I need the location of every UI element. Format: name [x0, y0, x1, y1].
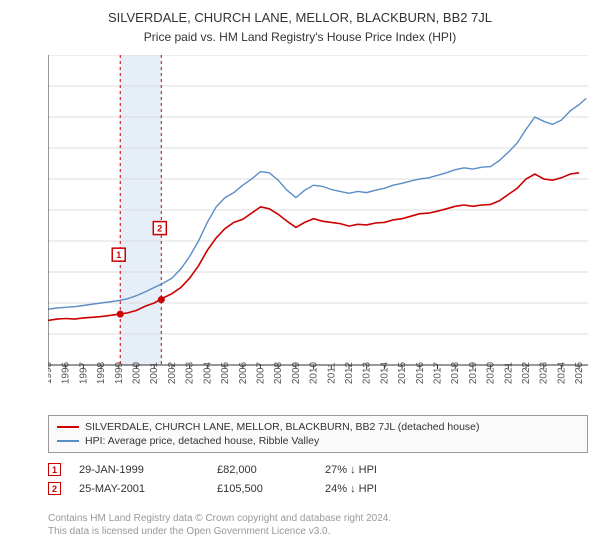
chart-svg: £0£50K£100K£150K£200K£250K£300K£350K£400… [48, 55, 588, 400]
sale-diff: 24% ↓ HPI [325, 483, 445, 495]
sale-row: 1 29-JAN-1999 £82,000 27% ↓ HPI [48, 460, 588, 479]
chart-subtitle: Price paid vs. HM Land Registry's House … [0, 27, 600, 50]
sale-diff: 27% ↓ HPI [325, 464, 445, 476]
legend-swatch [57, 440, 79, 442]
footer-line2: This data is licensed under the Open Gov… [48, 525, 588, 538]
legend-label: SILVERDALE, CHURCH LANE, MELLOR, BLACKBU… [85, 421, 480, 433]
sale-price: £105,500 [217, 483, 307, 495]
legend-row: HPI: Average price, detached house, Ribb… [57, 434, 579, 448]
sale-date: 25-MAY-2001 [79, 483, 199, 495]
marker-number: 1 [116, 250, 121, 260]
footer-line1: Contains HM Land Registry data © Crown c… [48, 512, 588, 525]
sale-marker: 2 [48, 482, 61, 495]
chart-title: SILVERDALE, CHURCH LANE, MELLOR, BLACKBU… [0, 0, 600, 27]
legend-label: HPI: Average price, detached house, Ribb… [85, 435, 319, 447]
sale-price: £82,000 [217, 464, 307, 476]
sale-row: 2 25-MAY-2001 £105,500 24% ↓ HPI [48, 479, 588, 498]
footer: Contains HM Land Registry data © Crown c… [48, 512, 588, 538]
legend: SILVERDALE, CHURCH LANE, MELLOR, BLACKBU… [48, 415, 588, 453]
sale-point [158, 296, 165, 303]
chart-container: SILVERDALE, CHURCH LANE, MELLOR, BLACKBU… [0, 0, 600, 560]
chart-area: £0£50K£100K£150K£200K£250K£300K£350K£400… [48, 55, 588, 400]
sale-marker: 1 [48, 463, 61, 476]
marker-number: 2 [157, 224, 162, 234]
legend-swatch [57, 426, 79, 428]
sale-date: 29-JAN-1999 [79, 464, 199, 476]
sale-point [117, 311, 124, 318]
legend-row: SILVERDALE, CHURCH LANE, MELLOR, BLACKBU… [57, 420, 579, 434]
sales-table: 1 29-JAN-1999 £82,000 27% ↓ HPI 2 25-MAY-2001… [48, 460, 588, 498]
